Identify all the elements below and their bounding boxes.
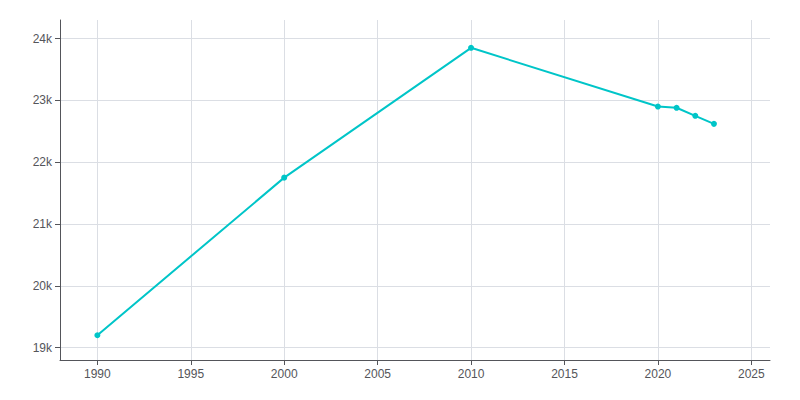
svg-text:2025: 2025 xyxy=(738,367,765,381)
svg-text:20k: 20k xyxy=(33,279,53,293)
svg-text:21k: 21k xyxy=(33,217,53,231)
svg-text:22k: 22k xyxy=(33,155,53,169)
svg-text:24k: 24k xyxy=(33,32,53,46)
svg-text:2000: 2000 xyxy=(271,367,298,381)
svg-text:1995: 1995 xyxy=(177,367,204,381)
svg-text:2020: 2020 xyxy=(645,367,672,381)
svg-text:2015: 2015 xyxy=(551,367,578,381)
svg-text:2005: 2005 xyxy=(364,367,391,381)
svg-text:23k: 23k xyxy=(33,93,53,107)
svg-text:19k: 19k xyxy=(33,341,53,355)
svg-text:2010: 2010 xyxy=(458,367,485,381)
svg-text:1990: 1990 xyxy=(84,367,111,381)
